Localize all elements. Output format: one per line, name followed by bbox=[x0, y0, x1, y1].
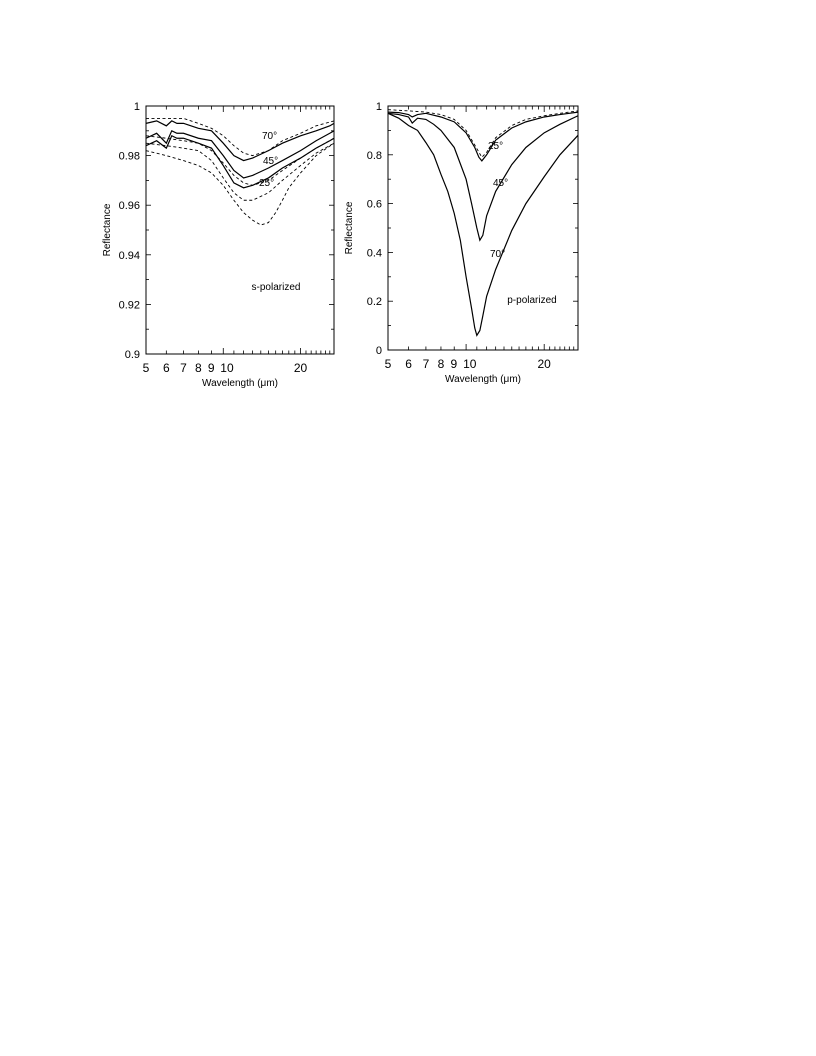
x-axis-title: Wavelength (μm) bbox=[445, 374, 521, 385]
y-tick-label: 0.8 bbox=[367, 150, 382, 162]
y-tick-label: 0.98 bbox=[119, 151, 140, 163]
series-line-dashed bbox=[145, 142, 335, 226]
y-axis-title: Reflectance bbox=[344, 201, 355, 254]
x-tick-label: 10 bbox=[463, 357, 477, 371]
x-tick-label: 9 bbox=[451, 357, 458, 371]
x-tick-label: 10 bbox=[220, 361, 234, 375]
series-line-dashed bbox=[146, 117, 335, 157]
x-tick-label: 8 bbox=[195, 361, 202, 375]
y-tick-label: 1 bbox=[134, 101, 140, 113]
y-tick-label: 0.94 bbox=[119, 250, 140, 262]
series-line-dashed bbox=[145, 142, 335, 201]
x-axis-title: Wavelength (μm) bbox=[202, 378, 278, 389]
x-tick-label: 6 bbox=[163, 361, 170, 375]
series-line-dashed bbox=[145, 135, 335, 186]
panel-s: 0.9 0.92 0.94 0.96 0.98 1 5 6 7 8 9 10 20 Wavelength … bbox=[102, 101, 335, 389]
series-line-solid bbox=[387, 112, 579, 337]
series-label: 25° bbox=[259, 178, 274, 189]
x-tick-label: 8 bbox=[438, 357, 445, 371]
y-tick-label: 0.9 bbox=[125, 349, 140, 361]
y-tick-label: 0.2 bbox=[367, 296, 382, 308]
series-line-solid bbox=[145, 134, 335, 189]
y-axis-title: Reflectance bbox=[102, 203, 113, 256]
figure: 0.9 0.92 0.94 0.96 0.98 1 5 6 7 8 9 10 20 Wavelength … bbox=[0, 0, 816, 420]
series-line-solid bbox=[145, 129, 335, 179]
x-tick-label: 20 bbox=[294, 361, 308, 375]
y-tick-label: 0.96 bbox=[119, 200, 140, 212]
x-tick-label: 7 bbox=[423, 357, 430, 371]
polarization-label: s-polarized bbox=[252, 282, 301, 293]
series-line-solid bbox=[145, 120, 335, 162]
y-tick-label: 0.92 bbox=[119, 299, 140, 311]
y-tick-label: 0 bbox=[376, 345, 382, 357]
polarization-label: p-polarized bbox=[507, 295, 556, 306]
y-tick-label: 0.4 bbox=[367, 247, 382, 259]
y-tick-label: 1 bbox=[376, 101, 382, 113]
series-line-dashed bbox=[387, 109, 579, 158]
x-tick-label: 6 bbox=[405, 357, 412, 371]
x-tick-label: 7 bbox=[180, 361, 187, 375]
series-label: 45° bbox=[263, 156, 278, 167]
series-label: 70° bbox=[262, 131, 277, 142]
x-tick-label: 5 bbox=[385, 357, 392, 371]
x-tick-label: 20 bbox=[538, 357, 552, 371]
panel-p: 0 0.2 0.4 0.6 0.8 1 5 6 7 8 9 10 20 Wavelength (μm) Re… bbox=[344, 101, 579, 385]
series-label: 70° bbox=[490, 249, 505, 260]
series-line-solid bbox=[387, 112, 579, 242]
y-tick-label: 0.6 bbox=[367, 199, 382, 211]
series-label: 45° bbox=[493, 178, 508, 189]
series-label: 25° bbox=[488, 141, 503, 152]
x-tick-label: 9 bbox=[208, 361, 215, 375]
x-tick-label: 5 bbox=[143, 361, 150, 375]
series-line-solid bbox=[387, 111, 579, 162]
plot-frame bbox=[145, 105, 335, 355]
